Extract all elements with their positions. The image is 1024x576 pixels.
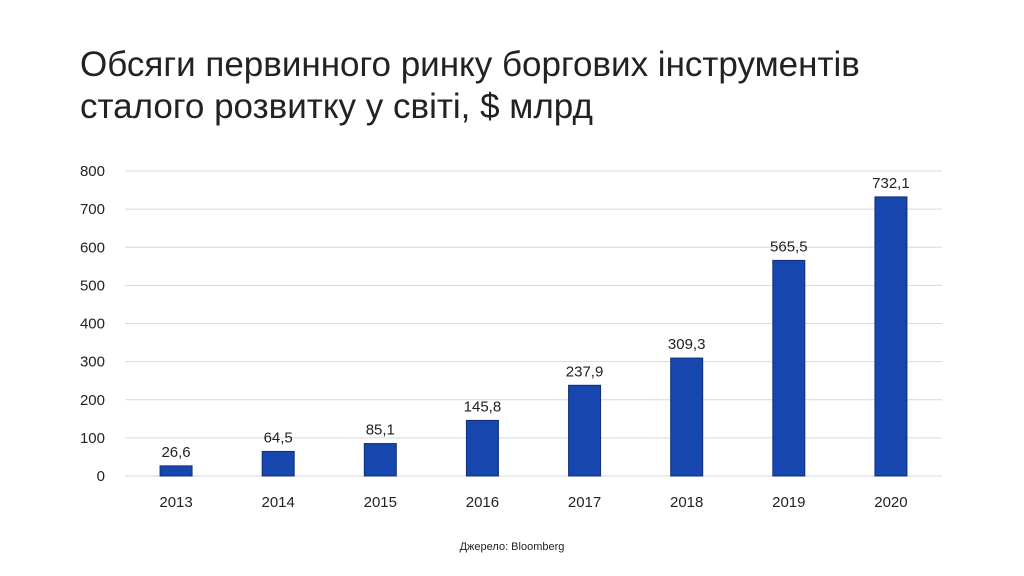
data-label-2013: 26,6 [161, 444, 190, 461]
y-tick-label: 400 [80, 316, 105, 333]
y-axis-ticks: 0 100 200 300 400 500 600 700 800 [80, 163, 105, 485]
bar-2017 [568, 384, 602, 477]
x-tick-label-2017: 2017 [568, 494, 601, 511]
chart-title-line-1: Обсяги первинного ринку боргових інструм… [80, 45, 860, 84]
data-label-2015: 85,1 [366, 422, 395, 439]
y-tick-label: 300 [80, 354, 105, 371]
y-tick-label: 200 [80, 392, 105, 409]
x-tick-label-2019: 2019 [772, 494, 805, 511]
data-label-2020: 732,1 [872, 175, 910, 192]
y-tick-label: 500 [80, 277, 105, 294]
gridlines [125, 170, 942, 477]
x-tick-label-2013: 2013 [159, 494, 192, 511]
x-tick-label-2014: 2014 [262, 494, 295, 511]
chart-title: Обсяги первинного ринку боргових інструм… [80, 44, 980, 128]
y-tick-label: 700 [80, 201, 105, 218]
bar-2018 [670, 357, 704, 477]
y-tick-label: 800 [80, 163, 105, 180]
y-tick-label: 100 [80, 430, 105, 447]
x-tick-label-2020: 2020 [874, 494, 907, 511]
bar-2013 [159, 465, 193, 477]
data-label-2019: 565,5 [770, 238, 808, 255]
x-tick-label-2018: 2018 [670, 494, 703, 511]
bar-2014 [261, 450, 295, 477]
data-label-2016: 145,8 [464, 398, 502, 415]
bar-2015 [363, 443, 397, 477]
x-tick-label-2016: 2016 [466, 494, 499, 511]
chart-title-line-2: сталого розвитку у світі, $ млрд [80, 87, 593, 126]
y-tick-label: 600 [80, 239, 105, 256]
x-axis-ticks: 2013 2014 2015 2016 2017 2018 2019 2020 [159, 494, 907, 511]
data-labels: 26,6 64,5 85,1 145,8 237,9 309,3 565,5 732,1 [161, 175, 909, 461]
bar-2020 [874, 196, 908, 477]
data-label-2018: 309,3 [668, 336, 706, 353]
bars [159, 196, 908, 477]
data-label-2017: 237,9 [566, 363, 604, 380]
x-tick-label-2015: 2015 [364, 494, 397, 511]
y-tick-label: 0 [97, 468, 105, 485]
source-note: Джерело: Bloomberg [459, 541, 565, 553]
bar-2019 [772, 259, 806, 477]
data-label-2014: 64,5 [264, 429, 293, 446]
bar-2016 [465, 419, 499, 477]
